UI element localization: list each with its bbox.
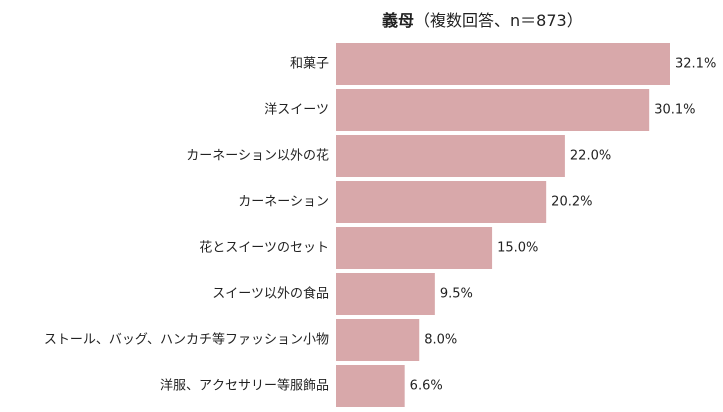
bars-group: [336, 43, 670, 407]
value-label-5: 9.5%: [440, 287, 473, 302]
category-label-2: カーネーション以外の花: [186, 148, 329, 164]
bar-1: [336, 89, 650, 131]
value-label-4: 15.0%: [497, 241, 538, 256]
category-label-5: スイーツ以外の食品: [212, 286, 329, 302]
category-label-7: 洋服、アクセサリー等服飾品: [160, 378, 329, 394]
bar-4: [336, 227, 493, 269]
category-label-6: ストール、バッグ、ハンカチ等ファッション小物: [44, 332, 329, 348]
chart-title-bold: 義母: [382, 11, 414, 30]
value-labels-group: 32.1% 30.1% 22.0% 20.2% 15.0% 9.5% 8.0% 6.6%: [410, 57, 717, 394]
value-label-6: 8.0%: [424, 333, 457, 348]
value-label-1: 30.1%: [654, 103, 695, 118]
category-labels-group: 和菓子洋スイーツカーネーション以外の花カーネーション花とスイーツのセットスイーツ…: [44, 57, 329, 394]
chart-title: 義母（複数回答、n＝873）: [382, 11, 583, 30]
category-label-0: 和菓子: [290, 57, 329, 72]
value-label-3: 20.2%: [551, 195, 592, 210]
bar-7: [336, 365, 405, 407]
bar-6: [336, 319, 420, 361]
value-label-2: 22.0%: [570, 149, 611, 164]
value-label-7: 6.6%: [410, 379, 443, 394]
category-label-4: 花とスイーツのセット: [199, 240, 329, 256]
value-label-0: 32.1%: [675, 57, 716, 72]
chart-title-rest: （複数回答、n＝873）: [414, 11, 583, 30]
bar-3: [336, 181, 547, 223]
bar-2: [336, 135, 565, 177]
category-label-1: 洋スイーツ: [264, 103, 329, 118]
bar-0: [336, 43, 670, 85]
category-label-3: カーネーション: [238, 195, 329, 210]
bar-5: [336, 273, 435, 315]
